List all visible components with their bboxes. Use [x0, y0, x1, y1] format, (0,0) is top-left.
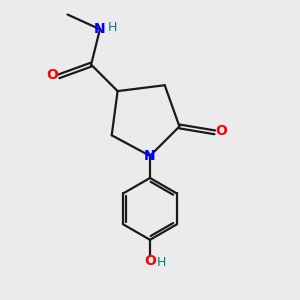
Text: H: H [108, 21, 117, 34]
Text: H: H [157, 256, 167, 269]
Text: O: O [215, 124, 227, 138]
Text: N: N [144, 149, 156, 163]
Text: N: N [94, 22, 106, 36]
Text: O: O [144, 254, 156, 268]
Text: O: O [46, 68, 58, 82]
